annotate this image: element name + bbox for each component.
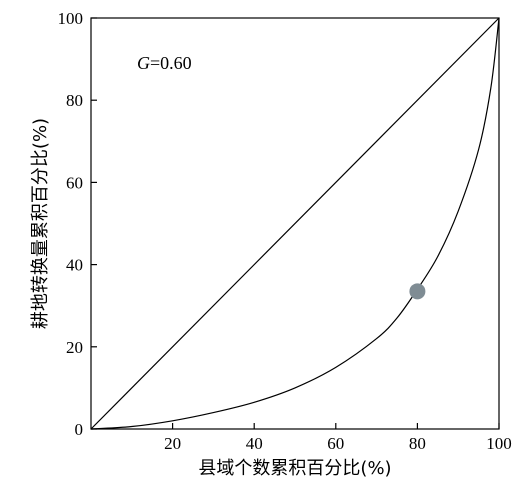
y-tick-label: 80: [66, 91, 83, 110]
x-tick-label: 20: [164, 434, 181, 453]
plot-frame: [90, 17, 500, 430]
gini-value: =0.60: [150, 53, 192, 73]
y-tick-label: 20: [66, 338, 83, 357]
y-tick-label: 40: [66, 256, 83, 275]
lorenz-curve: [90, 17, 500, 430]
x-axis-label: 县域个数累积百分比(%): [198, 458, 391, 479]
axis-ticks: 20 40 60 80 100 0 20 40 60 80 100: [58, 9, 512, 453]
data-point-marker: [409, 283, 426, 300]
y-tick-label: 60: [66, 173, 83, 192]
x-tick-label: 60: [327, 434, 344, 453]
y-tick-label: 100: [58, 9, 84, 28]
x-tick-label: 40: [246, 434, 263, 453]
y-axis-label: 耕地转换量累积百分比(%): [30, 118, 51, 329]
x-tick-label: 80: [409, 434, 426, 453]
x-tick-label: 100: [486, 434, 512, 453]
gini-symbol: G: [137, 53, 150, 73]
equality-line: [90, 17, 500, 430]
y-tick-label: 0: [75, 420, 84, 439]
gini-annotation: G=0.60: [137, 53, 192, 73]
